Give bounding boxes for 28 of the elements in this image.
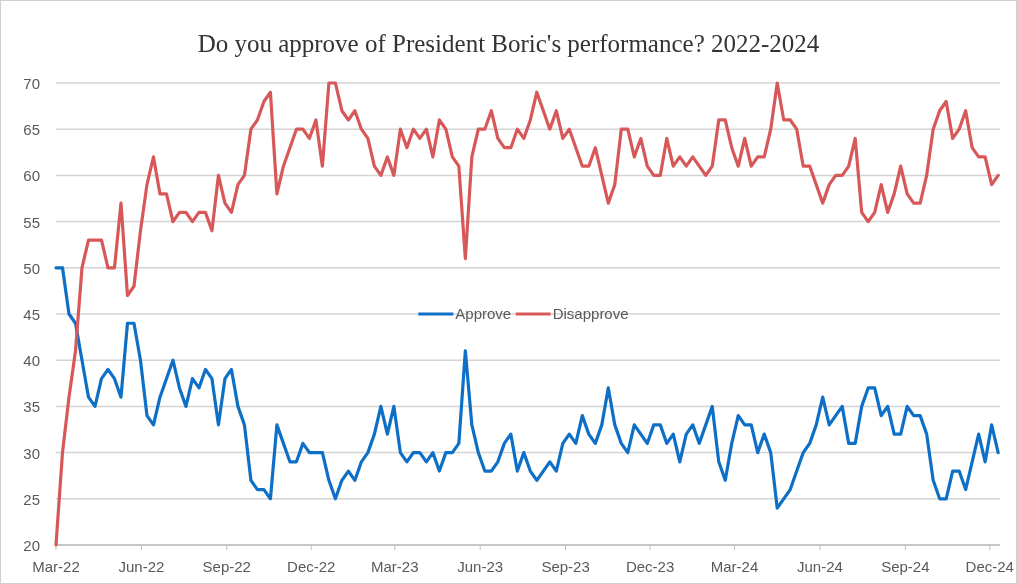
y-tick-label: 60 — [23, 167, 40, 185]
y-tick-label: 25 — [23, 490, 40, 508]
x-tick-label: Sep-22 — [202, 558, 251, 575]
legend-label: Approve — [455, 305, 512, 322]
y-tick-label: 40 — [23, 352, 40, 370]
line-series — [54, 81, 1000, 547]
x-tick-label: Dec-23 — [625, 558, 675, 575]
legend-label: Disapprove — [552, 305, 629, 322]
y-tick-label: 45 — [23, 306, 40, 323]
y-tick-label: 65 — [23, 121, 40, 139]
y-tick-label: 30 — [23, 444, 40, 462]
x-tick-label: Jun-22 — [118, 558, 165, 575]
x-tick-label: Mar-23 — [371, 558, 419, 575]
y-tick-label: 55 — [23, 213, 40, 231]
y-tick-label: 70 — [23, 75, 40, 92]
line-series — [54, 266, 1000, 510]
x-tick-label: Mar-24 — [710, 558, 759, 575]
x-tick-label: Dec-24 — [965, 558, 1014, 575]
x-tick-label: Jun-23 — [457, 558, 504, 575]
y-tick-label: 20 — [23, 537, 40, 554]
y-tick-label: 35 — [23, 398, 40, 416]
chart-title: Do you approve of President Boric's performance? 2022-2024 — [197, 30, 820, 57]
x-tick-label: Sep-23 — [541, 558, 590, 575]
x-tick-label: Sep-24 — [881, 558, 930, 575]
y-tick-label: 50 — [23, 259, 40, 277]
x-tick-label: Dec-22 — [287, 558, 336, 575]
x-tick-label: Mar-22 — [32, 558, 80, 575]
x-tick-label: Jun-24 — [796, 558, 843, 575]
